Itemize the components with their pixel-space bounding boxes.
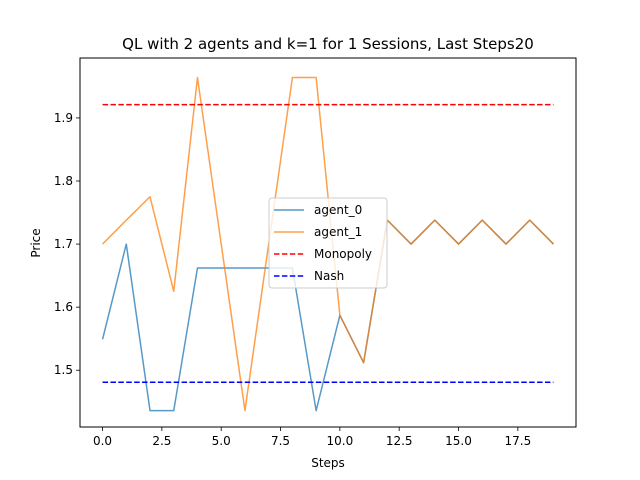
series-layer	[101, 76, 554, 412]
y-axis-ticks: 1.5 1.6 1.7 1.8 1.9	[54, 111, 80, 377]
x-tick-label: 2.5	[152, 434, 171, 448]
legend-box	[268, 197, 388, 289]
x-axis-label: Steps	[311, 456, 345, 470]
series-line-agent-1	[102, 76, 554, 412]
legend-label-agent-1: agent_1	[314, 225, 362, 239]
legend-label-monopoly: Monopoly	[314, 247, 372, 261]
x-tick-label: 15.0	[445, 434, 472, 448]
y-tick-label: 1.9	[54, 111, 73, 125]
x-tick-label: 5.0	[212, 434, 231, 448]
x-tick-label: 12.5	[386, 434, 413, 448]
x-tick-label: 0.0	[93, 434, 112, 448]
x-tick-label: 17.5	[504, 434, 531, 448]
x-tick-label: 7.5	[271, 434, 290, 448]
x-axis-ticks: 0.0 2.5 5.0 7.5 10.0 12.5 15.0 17.5	[93, 427, 531, 448]
y-axis-label: Price	[29, 228, 43, 257]
y-tick-label: 1.8	[54, 174, 73, 188]
y-tick-label: 1.6	[54, 300, 73, 314]
y-tick-label: 1.7	[54, 237, 73, 251]
legend: agent_0 agent_1 Monopoly Nash	[268, 197, 388, 289]
y-tick-label: 1.5	[54, 363, 73, 377]
plot-frame	[79, 57, 577, 428]
legend-label-agent-0: agent_0	[314, 203, 362, 217]
x-tick-label: 10.0	[327, 434, 354, 448]
chart-title: QL with 2 agents and k=1 for 1 Sessions,…	[122, 35, 534, 53]
legend-label-nash: Nash	[314, 269, 344, 283]
